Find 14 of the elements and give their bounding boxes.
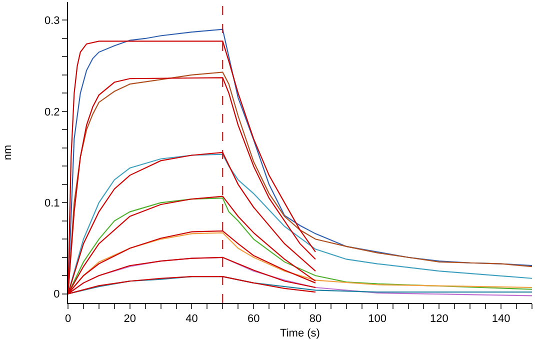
x-axis-title: Time (s) xyxy=(280,327,320,340)
x-tick-label: 40 xyxy=(186,313,198,326)
x-tick-label: 100 xyxy=(368,313,387,326)
x-tick-label: 80 xyxy=(309,313,322,326)
x-tick-label: 120 xyxy=(430,313,448,326)
x-tick-label: 0 xyxy=(64,313,72,326)
y-axis-title: nm xyxy=(2,144,14,160)
y-tick-label: 0.1 xyxy=(44,198,60,210)
x-tick-label: 20 xyxy=(124,313,136,326)
y-tick-label: 0.3 xyxy=(44,15,60,28)
y-tick-label: 0.2 xyxy=(44,106,60,118)
x-tick-label: 140 xyxy=(492,313,510,326)
x-tick-label: 60 xyxy=(247,313,260,326)
y-tick-label: 0 xyxy=(54,288,60,301)
